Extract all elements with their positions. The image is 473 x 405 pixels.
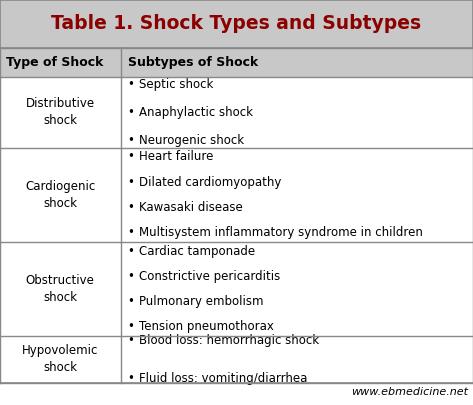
- Text: •: •: [128, 320, 134, 333]
- Text: •: •: [128, 106, 134, 119]
- Text: •: •: [128, 226, 134, 239]
- Text: •: •: [128, 150, 134, 164]
- Bar: [0, 336, 473, 383]
- Text: Blood loss: hemorrhagic shock: Blood loss: hemorrhagic shock: [139, 334, 319, 347]
- Bar: [0, 77, 473, 147]
- Text: •: •: [128, 175, 134, 188]
- Text: •: •: [128, 334, 134, 347]
- Text: Pulmonary embolism: Pulmonary embolism: [139, 295, 263, 308]
- Text: Cardiac tamponade: Cardiac tamponade: [139, 245, 255, 258]
- Text: Subtypes of Shock: Subtypes of Shock: [128, 56, 258, 69]
- Text: Kawasaki disease: Kawasaki disease: [139, 200, 242, 213]
- Text: Obstructive
shock: Obstructive shock: [26, 274, 95, 304]
- Text: Tension pneumothorax: Tension pneumothorax: [139, 320, 273, 333]
- Text: •: •: [128, 371, 134, 384]
- Text: •: •: [128, 245, 134, 258]
- Text: Type of Shock: Type of Shock: [6, 56, 103, 69]
- Text: Constrictive pericarditis: Constrictive pericarditis: [139, 270, 280, 283]
- Text: www.ebmedicine.net: www.ebmedicine.net: [351, 387, 468, 397]
- Text: Septic shock: Septic shock: [139, 77, 213, 90]
- Text: Table 1. Shock Types and Subtypes: Table 1. Shock Types and Subtypes: [52, 15, 421, 33]
- Text: •: •: [128, 77, 134, 90]
- Text: •: •: [128, 270, 134, 283]
- Text: Fluid loss: vomiting/diarrhea: Fluid loss: vomiting/diarrhea: [139, 371, 307, 384]
- Text: •: •: [128, 200, 134, 213]
- Text: Neurogenic shock: Neurogenic shock: [139, 134, 244, 147]
- Text: Cardiogenic
shock: Cardiogenic shock: [25, 179, 96, 209]
- Text: Distributive
shock: Distributive shock: [26, 97, 95, 127]
- Text: Anaphylactic shock: Anaphylactic shock: [139, 106, 253, 119]
- Text: Multisystem inflammatory syndrome in children: Multisystem inflammatory syndrome in chi…: [139, 226, 422, 239]
- Text: Heart failure: Heart failure: [139, 150, 213, 164]
- Bar: [0, 0, 473, 48]
- Text: •: •: [128, 134, 134, 147]
- Bar: [0, 48, 473, 77]
- Bar: [0, 147, 473, 242]
- Text: Hypovolemic
shock: Hypovolemic shock: [22, 344, 98, 374]
- Text: •: •: [128, 295, 134, 308]
- Text: Dilated cardiomyopathy: Dilated cardiomyopathy: [139, 175, 281, 188]
- Bar: [0, 242, 473, 336]
